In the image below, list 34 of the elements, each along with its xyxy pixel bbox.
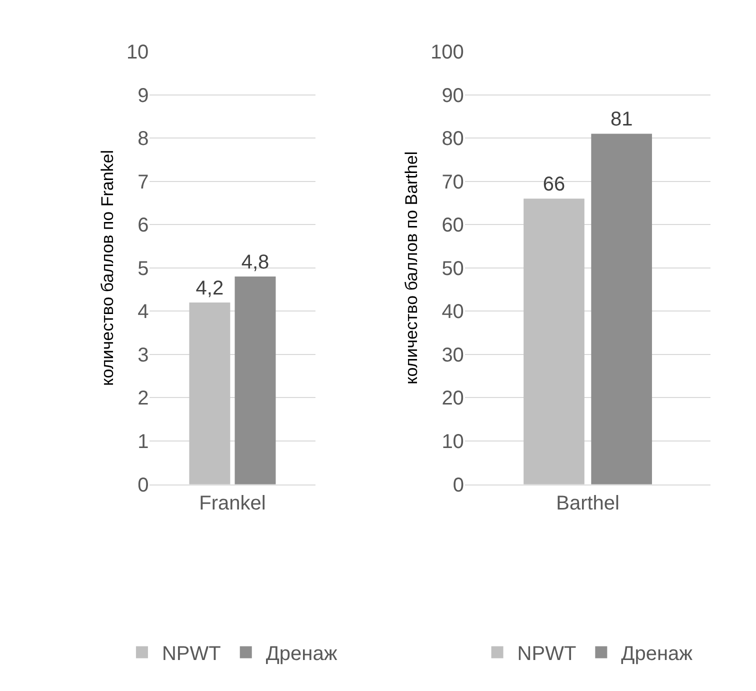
y-tick-label: 10 bbox=[442, 431, 464, 454]
y-tick-label: 6 bbox=[138, 214, 149, 237]
legend-label: NPWT bbox=[517, 643, 576, 666]
y-tick-label: 40 bbox=[442, 301, 464, 324]
legend-label: Дренаж bbox=[621, 643, 694, 666]
legend-label: NPWT bbox=[162, 643, 221, 666]
y-tick-label: 2 bbox=[138, 388, 149, 410]
y-tick-label: 20 bbox=[442, 388, 464, 410]
data-label: 4,8 bbox=[241, 252, 270, 274]
data-label: 4,2 bbox=[196, 278, 224, 300]
y-axis-title: количество баллов по Barthel bbox=[402, 151, 422, 384]
data-label: 81 bbox=[610, 108, 633, 131]
y-tick-label: 80 bbox=[442, 128, 464, 150]
y-tick-label: 10 bbox=[126, 41, 149, 64]
y-tick-label: 7 bbox=[138, 171, 149, 194]
y-tick-label: 1 bbox=[138, 431, 149, 454]
y-tick-label: 60 bbox=[442, 214, 464, 237]
y-tick-label: 8 bbox=[138, 128, 149, 150]
x-tick-label: Frankel bbox=[199, 492, 266, 514]
legend-label: Дренаж bbox=[266, 643, 338, 666]
y-tick-label: 0 bbox=[138, 474, 149, 496]
y-tick-label: 0 bbox=[452, 474, 464, 496]
data-label: 66 bbox=[542, 174, 566, 196]
y-tick-label: 30 bbox=[442, 344, 464, 366]
y-tick-label: 9 bbox=[138, 84, 149, 107]
y-tick-label: 100 bbox=[430, 41, 464, 64]
y-tick-label: 70 bbox=[442, 171, 464, 194]
y-tick-label: 50 bbox=[442, 258, 464, 280]
y-tick-label: 3 bbox=[138, 344, 149, 366]
y-tick-label: 4 bbox=[138, 301, 149, 324]
y-tick-label: 90 bbox=[442, 84, 464, 107]
y-axis-title: количество баллов по Frankel bbox=[98, 150, 117, 386]
y-tick-label: 5 bbox=[138, 258, 149, 280]
x-tick-label: Barthel bbox=[556, 492, 620, 514]
